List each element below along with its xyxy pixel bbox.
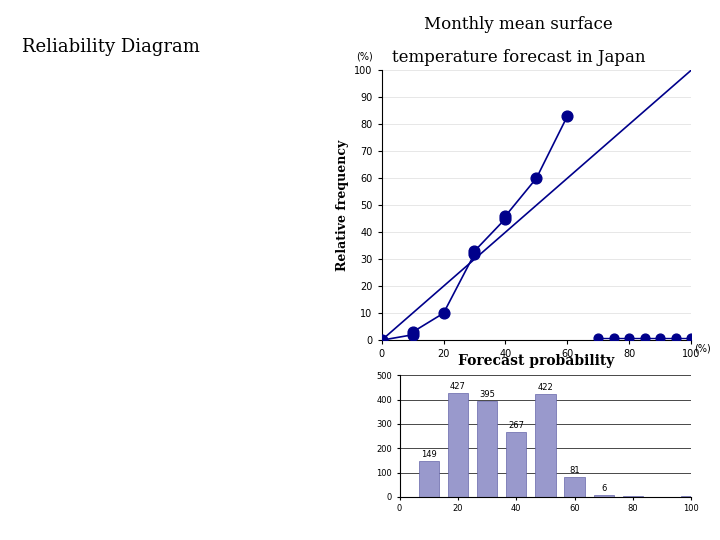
Point	[469, 249, 480, 258]
Point	[500, 212, 511, 220]
Point	[562, 112, 573, 120]
Point	[407, 330, 418, 339]
Point	[500, 214, 511, 223]
Y-axis label: Relative frequency: Relative frequency	[336, 139, 348, 271]
Point	[531, 174, 542, 183]
Bar	[418, 461, 439, 497]
Point	[624, 333, 635, 342]
Text: 81: 81	[570, 466, 580, 475]
Bar	[535, 394, 556, 497]
Point	[608, 333, 619, 342]
Bar	[564, 477, 585, 497]
Text: 267: 267	[508, 421, 524, 430]
Text: 149: 149	[421, 450, 436, 458]
Point	[593, 333, 604, 342]
Bar	[506, 432, 526, 497]
Text: temperature forecast in Japan: temperature forecast in Japan	[392, 49, 645, 65]
Bar	[623, 496, 643, 497]
Point	[654, 333, 666, 342]
Bar	[448, 393, 468, 497]
Text: 395: 395	[479, 390, 495, 399]
Bar	[681, 496, 701, 497]
Point	[685, 333, 697, 342]
Text: (%): (%)	[356, 51, 374, 61]
Point	[438, 309, 449, 318]
Point	[376, 336, 387, 345]
Text: Reliability Diagram: Reliability Diagram	[22, 38, 199, 56]
Point	[469, 247, 480, 255]
Bar	[593, 495, 614, 497]
Text: (%): (%)	[694, 343, 711, 353]
Point	[407, 328, 418, 336]
Text: Forecast probability: Forecast probability	[458, 354, 615, 368]
Text: 422: 422	[538, 383, 553, 392]
Text: 6: 6	[601, 484, 606, 494]
Text: 427: 427	[450, 382, 466, 391]
Bar	[477, 401, 498, 497]
Point	[670, 333, 682, 342]
Text: Monthly mean surface: Monthly mean surface	[424, 16, 613, 33]
Point	[639, 333, 651, 342]
